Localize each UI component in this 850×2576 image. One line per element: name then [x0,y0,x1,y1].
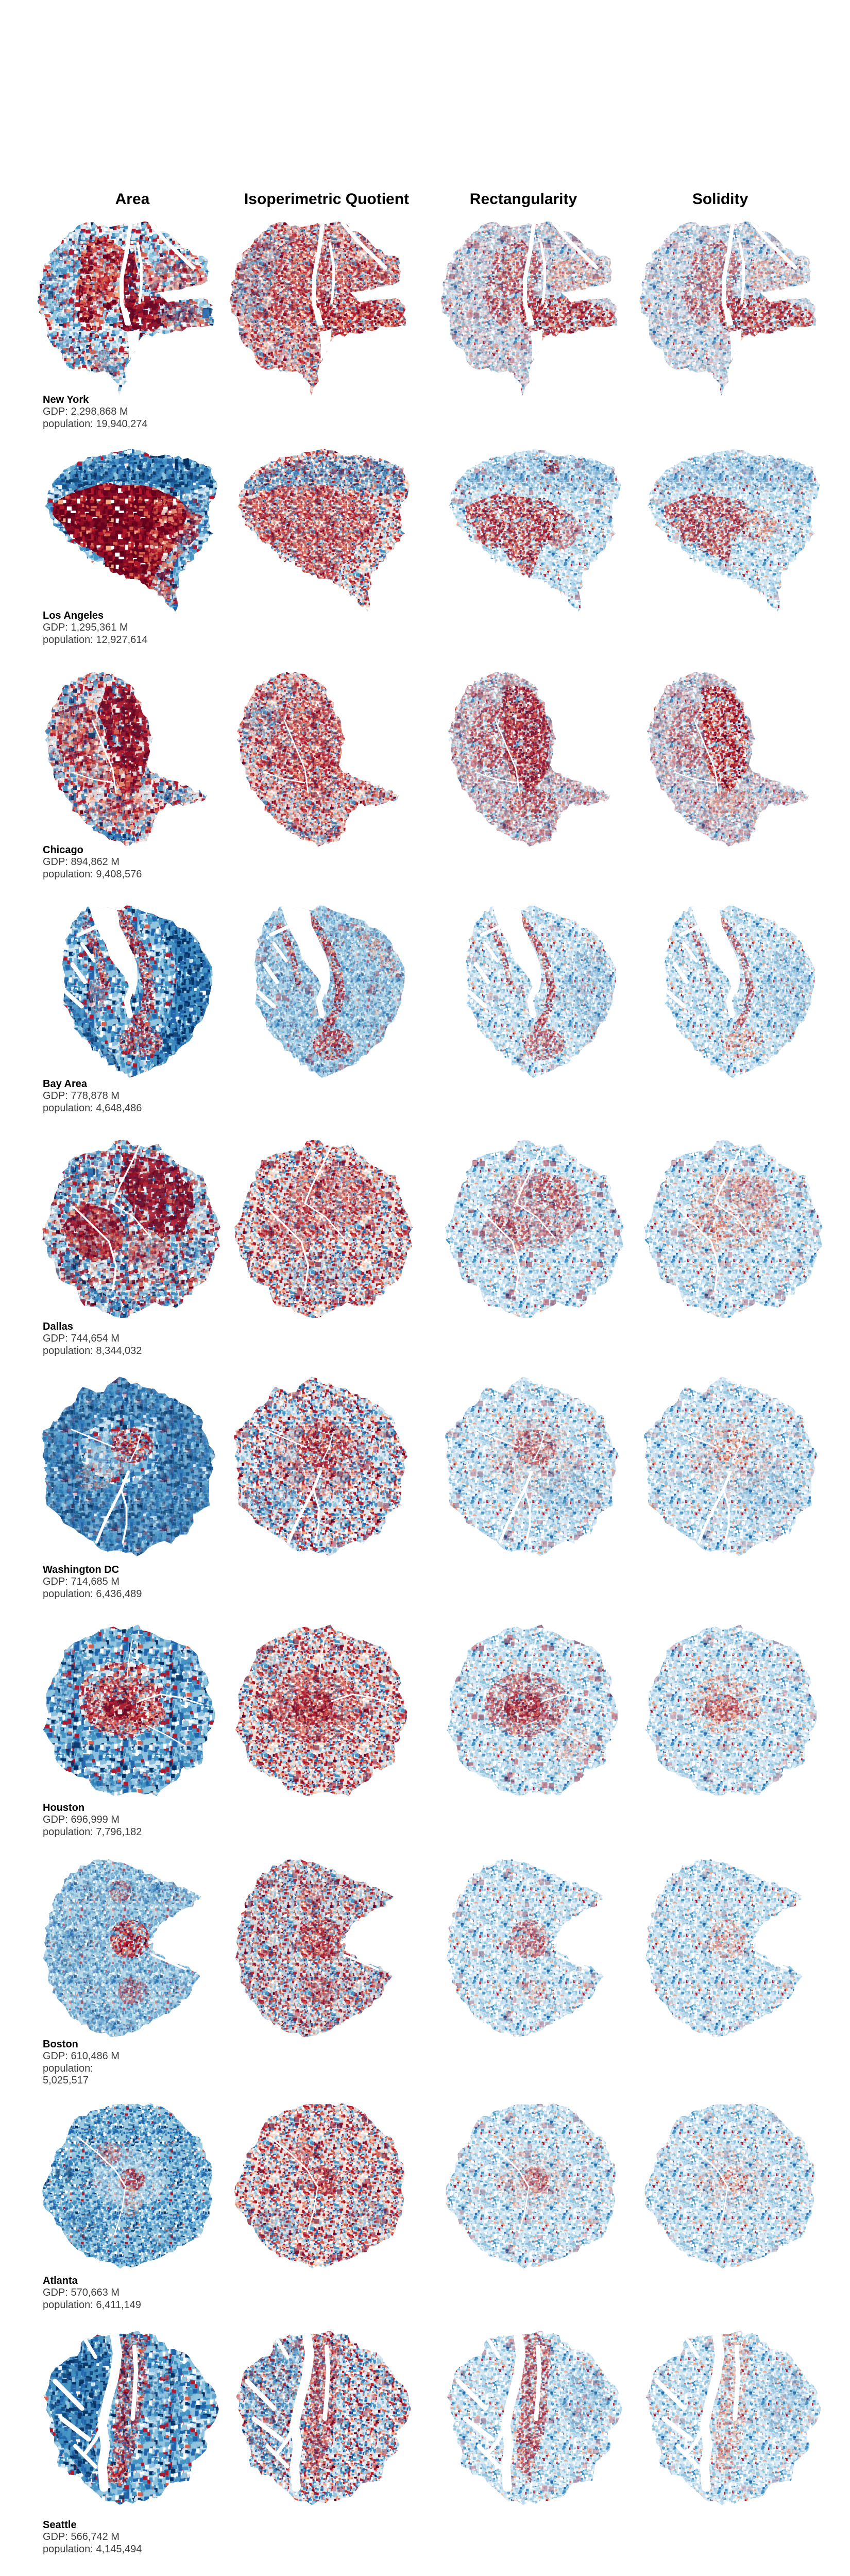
svg-text:Boston: Boston [43,2039,78,2050]
svg-text:Chicago: Chicago [43,844,83,856]
svg-text:GDP: 566,742 M: GDP: 566,742 M [43,2531,120,2543]
svg-text:Los Angeles: Los Angeles [43,610,104,621]
svg-text:5,025,517: 5,025,517 [43,2075,89,2086]
svg-text:population:: population: [43,2063,93,2074]
svg-text:Houston: Houston [43,1802,84,1814]
svg-text:population: 19,940,274: population: 19,940,274 [43,418,148,430]
svg-text:population: 8,344,032: population: 8,344,032 [43,1345,142,1357]
svg-text:GDP: 894,862 M: GDP: 894,862 M [43,856,120,868]
svg-text:Area: Area [115,191,150,208]
svg-text:GDP: 696,999 M: GDP: 696,999 M [43,1814,120,1825]
svg-text:Atlanta: Atlanta [43,2275,78,2286]
svg-text:Washington DC: Washington DC [43,1564,119,1575]
svg-text:GDP: 2,298,868 M: GDP: 2,298,868 M [43,406,128,417]
svg-text:Bay Area: Bay Area [43,1078,88,1090]
svg-text:GDP: 778,878 M: GDP: 778,878 M [43,1090,120,1101]
svg-text:Seattle: Seattle [43,2519,77,2531]
svg-text:population: 4,648,486: population: 4,648,486 [43,1103,142,1114]
svg-text:GDP: 714,685 M: GDP: 714,685 M [43,1576,120,1587]
svg-text:Solidity: Solidity [692,191,749,208]
svg-text:population: 9,408,576: population: 9,408,576 [43,869,142,880]
svg-text:GDP: 610,486 M: GDP: 610,486 M [43,2050,120,2062]
svg-text:Dallas: Dallas [43,1321,73,1332]
svg-text:Isoperimetric Quotient: Isoperimetric Quotient [244,191,409,208]
svg-text:GDP: 1,295,361 M: GDP: 1,295,361 M [43,622,128,633]
svg-text:population: 12,927,614: population: 12,927,614 [43,634,148,646]
svg-text:population: 7,796,182: population: 7,796,182 [43,1826,142,1838]
svg-text:population: 6,436,489: population: 6,436,489 [43,1588,142,1600]
svg-text:New York: New York [43,394,89,405]
svg-text:population: 4,145,494: population: 4,145,494 [43,2544,142,2555]
svg-text:GDP: 570,663 M: GDP: 570,663 M [43,2287,120,2298]
svg-text:population: 6,411,149: population: 6,411,149 [43,2299,141,2311]
svg-text:Rectangularity: Rectangularity [470,191,577,208]
svg-text:GDP: 744,654 M: GDP: 744,654 M [43,1333,120,1344]
